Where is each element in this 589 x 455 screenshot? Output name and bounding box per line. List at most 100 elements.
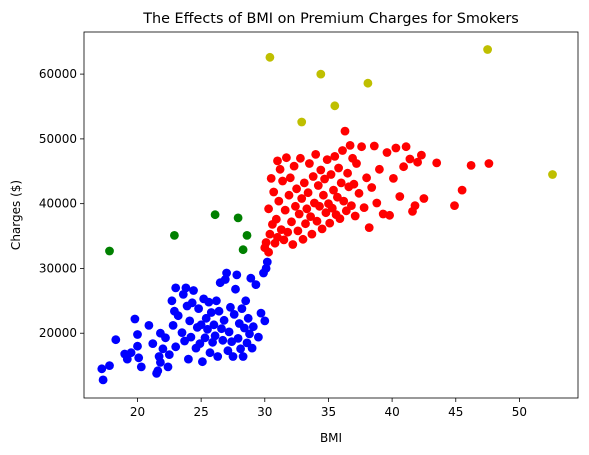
data-point [389,174,398,183]
data-point [111,335,121,345]
chart-title: The Effects of BMI on Premium Charges fo… [142,11,519,27]
data-point [187,298,197,308]
data-point [158,344,168,354]
y-tick-label: 40000 [39,197,77,211]
y-tick-label: 30000 [39,261,77,275]
data-point [327,203,337,213]
data-point [200,333,210,343]
data-point [296,153,305,163]
data-point [419,194,429,203]
data-point [171,283,181,293]
data-point [282,153,291,163]
data-point [161,333,170,343]
data-point [484,159,494,168]
data-point [363,78,373,88]
data-point [322,155,332,165]
x-tick-label: 45 [448,405,463,419]
data-point [214,306,224,316]
data-point [330,152,340,161]
data-point [265,52,275,62]
data-point [260,316,270,326]
data-point [289,161,299,171]
data-point [133,330,142,339]
data-point [238,245,248,255]
data-point [385,210,394,220]
data-point [168,321,178,330]
data-point [316,69,326,79]
data-point [122,354,132,364]
data-point [217,324,226,334]
data-point [264,247,273,257]
data-point [275,164,285,174]
data-point [213,352,223,361]
data-point [195,339,205,348]
data-point [248,322,258,332]
data-point [184,354,193,364]
data-point [243,313,253,323]
data-point [297,194,307,203]
data-point [212,296,221,306]
data-point [354,188,364,198]
data-point [343,168,352,178]
data-point [265,229,275,239]
data-point [367,183,377,192]
data-point [450,201,459,211]
plot-frame [83,31,579,399]
data-point [349,179,359,189]
data-point [340,126,350,136]
data-point [185,316,195,326]
data-point [417,150,426,160]
data-point [240,323,249,333]
data-point [245,329,254,339]
data-point [336,178,346,188]
data-point [105,361,114,370]
data-point [335,214,345,224]
data-point [305,159,314,168]
data-point [237,304,247,313]
data-point [308,172,318,181]
data-point [173,311,183,321]
data-point [345,141,355,150]
data-point [262,257,272,267]
data-point [292,184,301,194]
data-point [251,280,261,289]
data-point [320,174,329,184]
data-point [247,343,257,353]
data-point [254,332,263,342]
data-point [148,339,158,348]
data-point [401,142,411,152]
data-point [194,304,204,313]
data-point [126,348,136,358]
data-point [209,320,219,330]
data-point [311,150,321,159]
data-point [339,196,349,206]
y-tick-label: 20000 [39,326,77,340]
data-point [97,364,107,374]
data-point [382,148,392,157]
data-point [284,190,294,200]
data-point [228,352,238,361]
data-point [133,341,142,351]
data-point [350,211,360,221]
data-point [204,297,214,307]
data-point [210,210,220,220]
data-point [274,196,284,206]
data-point [362,173,371,183]
data-point [319,190,328,200]
data-point [316,165,326,175]
data-point [189,286,198,295]
data-point [405,154,415,164]
data-point [156,358,165,367]
data-point [399,162,408,172]
data-point [294,209,304,219]
data-point [196,320,206,330]
data-point [369,141,379,151]
data-point [283,227,293,237]
data-point [271,214,281,224]
x-tick-label: 20 [130,405,145,419]
data-point [326,170,336,179]
data-point [266,174,276,183]
data-point [410,201,420,211]
data-point [288,240,298,249]
